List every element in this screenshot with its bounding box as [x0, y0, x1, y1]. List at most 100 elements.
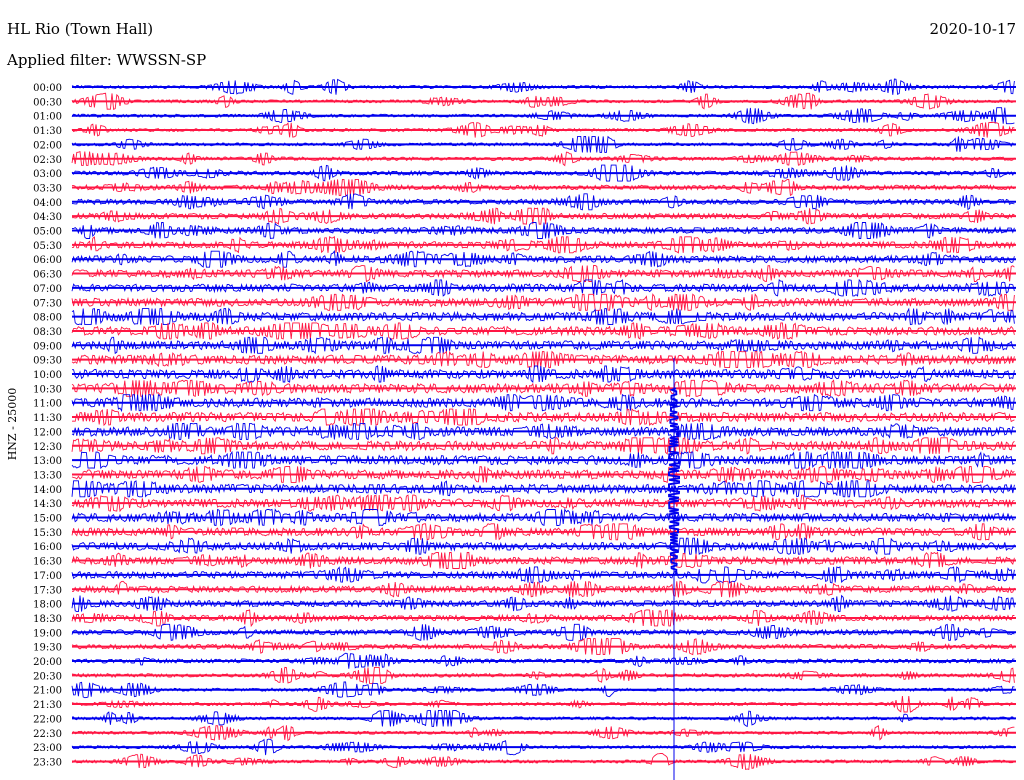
row-label: 16:00 [33, 542, 62, 553]
trace-line [71, 752, 1015, 770]
trace-line [71, 480, 1015, 498]
trace-line [71, 235, 1015, 254]
trace-line [71, 551, 1015, 569]
row-label: 09:30 [33, 356, 62, 367]
trace-line [71, 652, 1015, 669]
row-label: 22:00 [33, 714, 62, 725]
row-label: 03:30 [33, 183, 62, 194]
trace-line [71, 221, 1015, 240]
trace-line [71, 508, 1015, 527]
row-label: 02:30 [33, 155, 62, 166]
row-label: 14:00 [33, 485, 62, 496]
row-label: 17:00 [33, 571, 62, 582]
trace-line [71, 450, 1015, 470]
row-label: 07:00 [33, 284, 62, 295]
filter-line: Applied filter: WWSSN-SP [7, 51, 206, 69]
row-label: 12:30 [33, 442, 62, 453]
trace-line [71, 408, 1015, 427]
trace-line [71, 594, 1015, 613]
row-label: 12:00 [33, 427, 62, 438]
trace-line [71, 666, 1015, 684]
trace-line [71, 465, 1015, 484]
row-label: 08:30 [33, 327, 62, 338]
trace-line [71, 121, 1015, 138]
trace-line [71, 566, 1015, 584]
row-label: 09:00 [33, 341, 62, 352]
row-label: 10:00 [33, 370, 62, 381]
station-title: HL Rio (Town Hall) [7, 20, 154, 38]
trace-line [71, 321, 1015, 340]
trace-line [71, 437, 1015, 455]
row-label: 18:00 [33, 600, 62, 611]
filter-label: Applied filter: [7, 51, 112, 69]
row-label: 19:30 [33, 643, 62, 654]
row-label: 20:30 [33, 671, 62, 682]
row-label: 14:30 [33, 499, 62, 510]
trace-line [72, 178, 1015, 197]
row-label: 08:00 [33, 313, 62, 324]
filter-name: WWSSN-SP [116, 51, 207, 69]
trace-line [71, 135, 1015, 153]
trace-line [71, 523, 1015, 541]
trace-line [71, 164, 1015, 182]
trace-line [71, 265, 1015, 283]
trace-line [71, 250, 1015, 268]
trace-line [71, 738, 1015, 756]
trace-line [71, 494, 1015, 513]
trace-line [71, 92, 1015, 110]
trace-line [71, 307, 1015, 326]
row-label: 07:30 [33, 298, 62, 309]
trace-line [72, 709, 1015, 728]
trace-line [71, 193, 1015, 211]
row-label: 04:00 [33, 198, 62, 209]
row-label: 10:30 [33, 384, 62, 395]
trace-line [71, 695, 1015, 713]
row-label: 02:00 [33, 140, 62, 151]
trace-line [72, 365, 1015, 383]
event-burst [667, 387, 681, 575]
row-label: 04:30 [33, 212, 62, 223]
row-label: 15:30 [33, 528, 62, 539]
trace-line [71, 422, 1015, 441]
row-label: 05:30 [33, 241, 62, 252]
record-date: 2020-10-17 [929, 20, 1016, 38]
row-label: 16:30 [33, 557, 62, 568]
row-label: 23:00 [33, 743, 62, 754]
trace-line [71, 637, 1015, 656]
trace-line [71, 350, 1015, 369]
trace-line [71, 78, 1015, 95]
row-label: 05:00 [33, 227, 62, 238]
row-label: 22:30 [33, 729, 62, 740]
trace-line [71, 207, 1015, 225]
y-axis-label: HNZ - 25000 [6, 388, 19, 461]
row-label: 01:30 [33, 126, 62, 137]
row-label: 17:30 [33, 585, 62, 596]
trace-line [71, 379, 1015, 397]
row-label: 13:00 [33, 456, 62, 467]
row-label: 18:30 [33, 614, 62, 625]
row-label: 20:00 [33, 657, 62, 668]
trace-line [71, 150, 1015, 167]
row-label: 03:00 [33, 169, 62, 180]
row-label: 00:30 [33, 97, 62, 108]
trace-group [71, 78, 1016, 770]
row-label-group: 00:00 00:30 01:00 01:30 02:00 02:30 03:00 03:30… [33, 83, 62, 768]
row-label: 11:30 [33, 413, 62, 424]
trace-line [71, 580, 1015, 598]
row-label: 19:00 [33, 628, 62, 639]
trace-line [71, 293, 1015, 312]
trace-line [71, 278, 1015, 297]
trace-line [71, 336, 1015, 355]
row-label: 06:30 [33, 270, 62, 281]
trace-line [71, 609, 1015, 628]
row-label: 23:30 [33, 757, 62, 768]
row-label: 21:30 [33, 700, 62, 711]
row-label: 15:00 [33, 514, 62, 525]
row-label: 01:00 [33, 112, 62, 123]
trace-line [71, 107, 1015, 125]
row-label: 06:00 [33, 255, 62, 266]
trace-line [71, 725, 1015, 742]
row-label: 13:30 [33, 470, 62, 481]
trace-line [71, 623, 1015, 641]
